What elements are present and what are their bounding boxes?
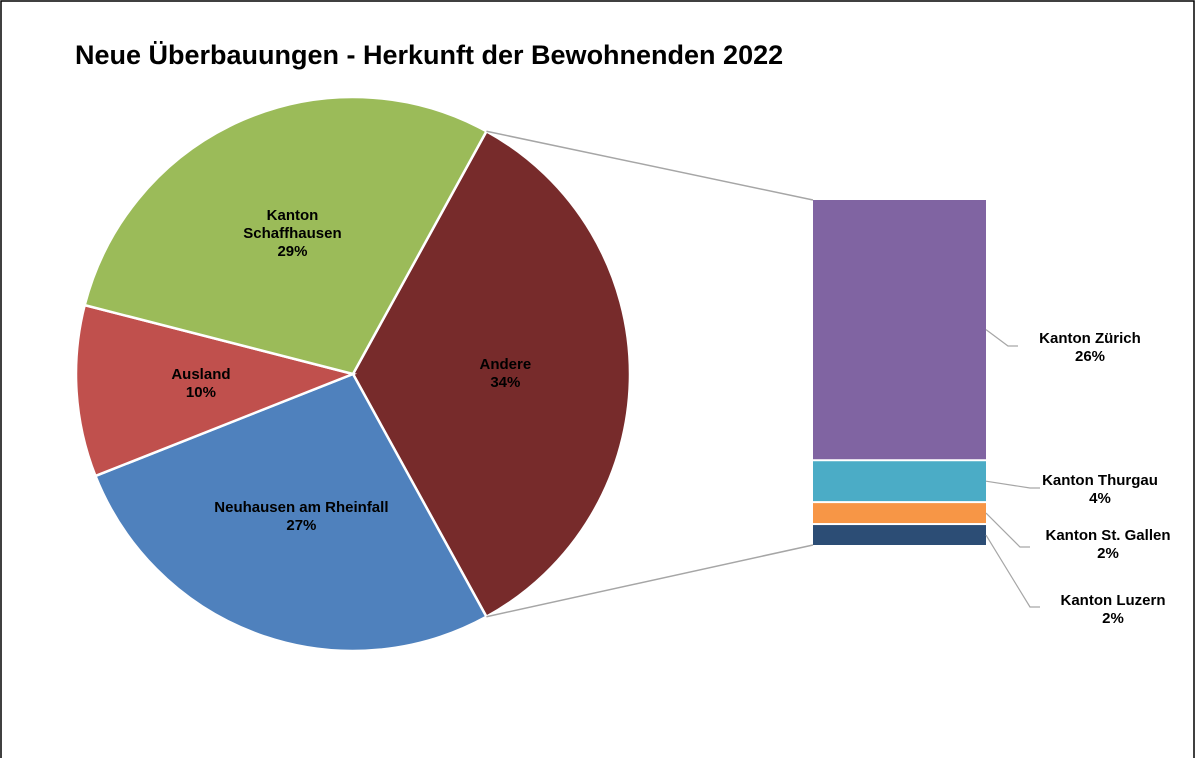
leader-line [985,534,1040,608]
pie-slice [351,129,632,619]
value-label: 26% [1074,348,1106,365]
bar-label-box: Kanton Luzern 2% [1033,570,1193,650]
bar-label-box: Kanton St. Gallen 2% [1028,505,1188,585]
pie-label-box: Ausland 10% [146,344,256,424]
bar-segment [813,525,986,545]
category-label: Kanton Schaffhausen [243,207,342,243]
bar-label-box: Kanton Thurgau 4% [1020,450,1180,530]
category-label: Kanton Thurgau [1042,472,1158,489]
value-label: 2% [1097,545,1119,562]
pie-label-box: Kanton Schaffhausen 29% [217,194,367,274]
bar-segment [813,461,986,502]
value-label: 27% [286,517,317,535]
pie-slice [93,372,489,653]
value-label: 4% [1089,490,1111,507]
value-label: 29% [277,243,308,261]
pie-slice [74,303,358,478]
category-label: Neuhausen am Rheinfall [214,499,389,517]
connector-line [486,544,814,618]
leader-line [985,480,1040,489]
category-label: Ausland [171,365,231,383]
category-label: Andere [479,356,532,373]
pie-label-box: Andere 34% [445,334,565,414]
leader-line [985,512,1030,548]
category-label: Kanton Luzern [1060,592,1166,609]
category-label: Kanton Zürich [1039,330,1141,347]
value-label: 34% [490,374,521,391]
value-label: 2% [1102,610,1124,627]
connector-line [486,130,814,201]
category-label: Kanton St. Gallen [1045,527,1171,544]
value-label: 10% [185,383,216,401]
bar-segment [813,200,986,460]
leader-line [985,329,1018,347]
pie-label-box: Neuhausen am Rheinfall 27% [186,477,416,557]
bar-segment [813,503,986,524]
bar-label-box: Kanton Zürich 26% [1010,308,1170,388]
pie-slice [83,95,489,376]
chart-title: Neue Überbauungen - Herkunft der Bewohne… [75,40,783,70]
